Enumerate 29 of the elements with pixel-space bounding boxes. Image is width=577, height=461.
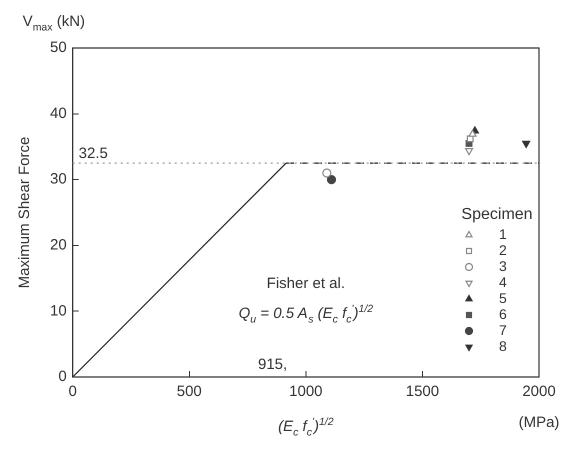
- point: [464, 148, 474, 156]
- y-tick-label: 0: [58, 368, 67, 386]
- legend-label: 8: [499, 338, 507, 354]
- legend-label: 7: [499, 322, 507, 338]
- y-tick-label: 30: [50, 170, 67, 188]
- text: (MPa): [518, 414, 560, 431]
- legend-label: 1: [499, 226, 507, 242]
- x-tick-label: 2000: [522, 383, 556, 400]
- point: [522, 140, 530, 148]
- y-tick-label: 20: [50, 236, 67, 254]
- y-tick-label: 40: [50, 104, 67, 122]
- point: [326, 175, 336, 184]
- annotation: Fisher et al.: [266, 275, 346, 292]
- x-tick-label: 1500: [406, 383, 440, 400]
- y-tick-label: 50: [50, 39, 67, 56]
- y-tick-label: 10: [50, 302, 67, 320]
- legend-label: 3: [499, 258, 507, 274]
- ref-line-label: 32.5: [78, 145, 108, 162]
- point: [322, 168, 332, 178]
- legend-label: 5: [499, 290, 507, 306]
- x-tick-label: 500: [176, 383, 202, 400]
- point: [468, 130, 477, 137]
- x-tick-label: 1000: [289, 383, 323, 400]
- legend-label: 6: [499, 306, 507, 322]
- legend-label: 4: [499, 274, 507, 290]
- annotation: 915,: [258, 356, 288, 373]
- legend-title: Specimen: [461, 206, 533, 223]
- y-axis-title: Maximum Shear Force: [16, 136, 34, 288]
- legend-label: 2: [499, 242, 507, 258]
